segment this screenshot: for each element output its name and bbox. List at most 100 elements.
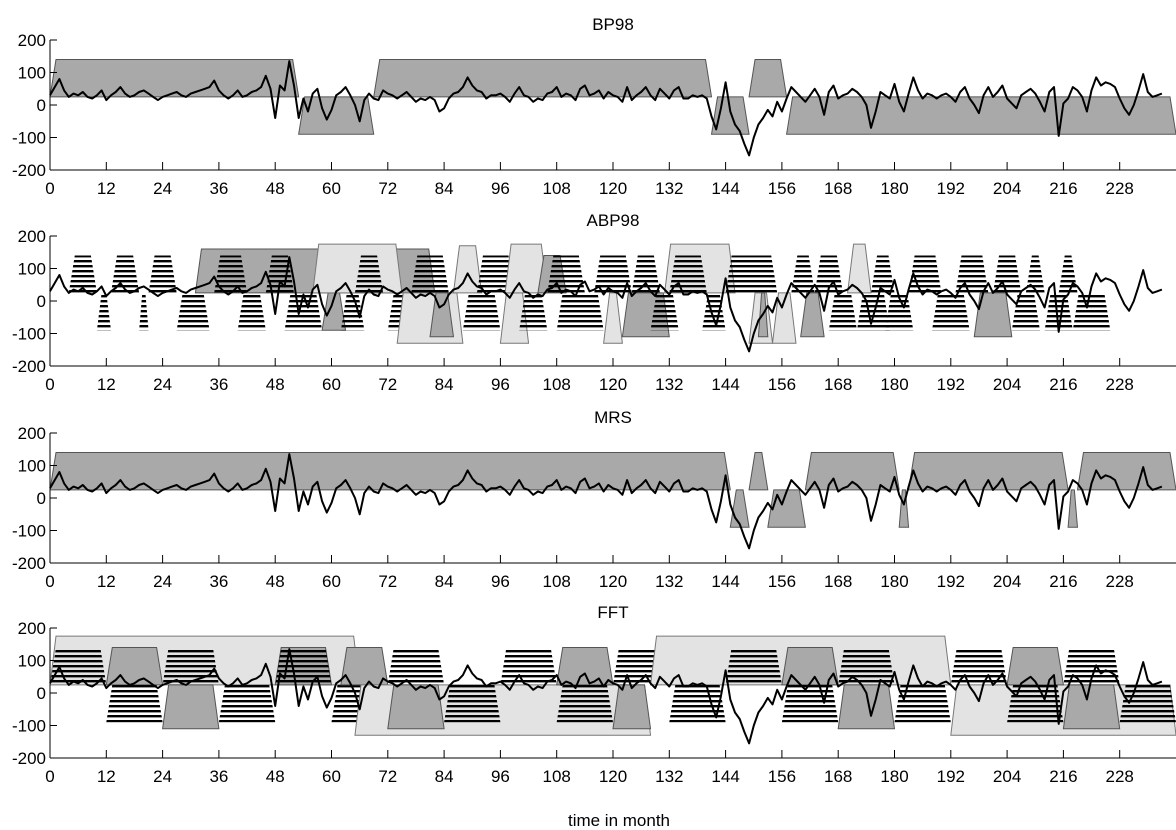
x-tick-label: 108 [543, 572, 571, 591]
x-tick-label: 108 [543, 179, 571, 198]
x-tick-label: 60 [322, 375, 341, 394]
x-tick-label: 192 [937, 767, 965, 786]
x-tick-label: 132 [655, 375, 683, 394]
regime-band-hatch [218, 684, 276, 723]
regime-band-hatch [519, 292, 548, 331]
regime-band-hatch [284, 292, 323, 331]
x-tick-label: 36 [209, 572, 228, 591]
x-tick-label: 36 [209, 179, 228, 198]
x-tick-label: 48 [266, 767, 285, 786]
x-tick-label: 216 [1049, 179, 1077, 198]
regime-band-mid [373, 59, 713, 98]
x-tick-label: 132 [655, 572, 683, 591]
regime-band-hatch [814, 255, 843, 293]
x-tick-label: 144 [711, 375, 739, 394]
regime-band-hatch [1063, 647, 1120, 685]
regime-band-hatch [176, 292, 210, 331]
regime-band-hatch [791, 255, 815, 293]
x-tick-label: 156 [768, 179, 796, 198]
regime-band-mid [898, 489, 910, 528]
regime-band-hatch [96, 292, 111, 331]
x-tick-label: 168 [824, 179, 852, 198]
x-tick-label: 96 [491, 572, 510, 591]
x-tick-label: 0 [45, 179, 54, 198]
y-tick-label: -200 [12, 749, 46, 768]
x-tick-label: 48 [266, 375, 285, 394]
x-tick-label: 72 [378, 572, 397, 591]
x-tick-label: 24 [153, 767, 172, 786]
panel-fft: -200 -100 0 100 200 0 12 24 36 48 60 72 84 96 108 120 13… [12, 603, 1176, 786]
x-tick-label: 120 [599, 179, 627, 198]
x-tick-label: 12 [97, 179, 116, 198]
x-tick-label: 36 [209, 375, 228, 394]
x-tick-label: 132 [655, 767, 683, 786]
x-tick-label: 204 [993, 572, 1021, 591]
regime-band-hatch [1044, 292, 1073, 331]
regime-band-hatch [725, 255, 778, 293]
x-tick-label: 156 [768, 375, 796, 394]
x-tick-label: 204 [993, 375, 1021, 394]
x-tick-label: 228 [1106, 572, 1134, 591]
x-tick-label: 216 [1049, 375, 1077, 394]
series-line [49, 648, 1163, 745]
regime-band-hatch [932, 292, 970, 331]
regime-band-hatch [856, 292, 890, 331]
y-tick-label: 200 [18, 227, 46, 246]
regime-band-mid [612, 684, 652, 730]
y-tick-label: 0 [37, 292, 46, 311]
y-tick-label: -100 [12, 325, 46, 344]
x-tick-label: 60 [322, 179, 341, 198]
regime-band-hatch [894, 684, 951, 723]
regime-band-hatch [340, 292, 365, 331]
series-line [49, 256, 1163, 353]
x-tick-label: 84 [435, 375, 454, 394]
y-tick-label: 0 [37, 96, 46, 115]
regime-band-hatch [265, 255, 294, 293]
regime-band-mid [162, 684, 220, 730]
y-tick-label: -100 [12, 129, 46, 148]
regime-band-hatch [500, 647, 557, 685]
regime-band-hatch [556, 684, 613, 723]
y-tick-label: -200 [12, 554, 46, 573]
regime-band-hatch [1119, 684, 1176, 723]
regime-band-hatch [50, 647, 107, 685]
x-tick-label: 24 [153, 572, 172, 591]
x-tick-label: 96 [491, 179, 510, 198]
x-tick-label: 48 [266, 572, 285, 591]
regime-band-mid [748, 452, 769, 491]
x-tick-label: 12 [97, 767, 116, 786]
chart-title: ABP98 [587, 211, 640, 230]
x-tick-label: 72 [378, 375, 397, 394]
x-tick-label: 228 [1106, 375, 1134, 394]
x-tick-label: 12 [97, 572, 116, 591]
x-tick-label: 192 [937, 572, 965, 591]
x-tick-label: 36 [209, 767, 228, 786]
regime-band-hatch [476, 255, 515, 293]
x-tick-label: 24 [153, 375, 172, 394]
regime-band-mid [1076, 452, 1176, 491]
chart-title: FFT [597, 603, 628, 622]
x-tick-label: 108 [543, 767, 571, 786]
x-tick-label: 84 [435, 179, 454, 198]
x-tick-label: 72 [378, 179, 397, 198]
regime-band-hatch [275, 647, 332, 685]
regime-band-mid [729, 489, 750, 528]
panel-mrs: -200 -100 0 100 200 0 12 24 36 48 60 72 84 96 108 120 13… [12, 408, 1176, 591]
y-tick-label: 100 [18, 260, 46, 279]
x-tick-label: 168 [824, 767, 852, 786]
regime-band-hatch [556, 292, 604, 331]
regime-band-hatch [838, 647, 895, 685]
regime-band-hatch [106, 684, 163, 723]
regime-band-mid [748, 59, 788, 98]
regime-band-light [771, 292, 797, 344]
x-tick-label: 120 [599, 375, 627, 394]
x-tick-label: 120 [599, 572, 627, 591]
regime-band-mid [1067, 489, 1079, 528]
regime-band-mid [907, 452, 1069, 491]
regime-band-mid [49, 59, 300, 98]
x-tick-label: 156 [768, 767, 796, 786]
regime-band-hatch [462, 292, 501, 331]
regime-band-mid [429, 292, 455, 338]
